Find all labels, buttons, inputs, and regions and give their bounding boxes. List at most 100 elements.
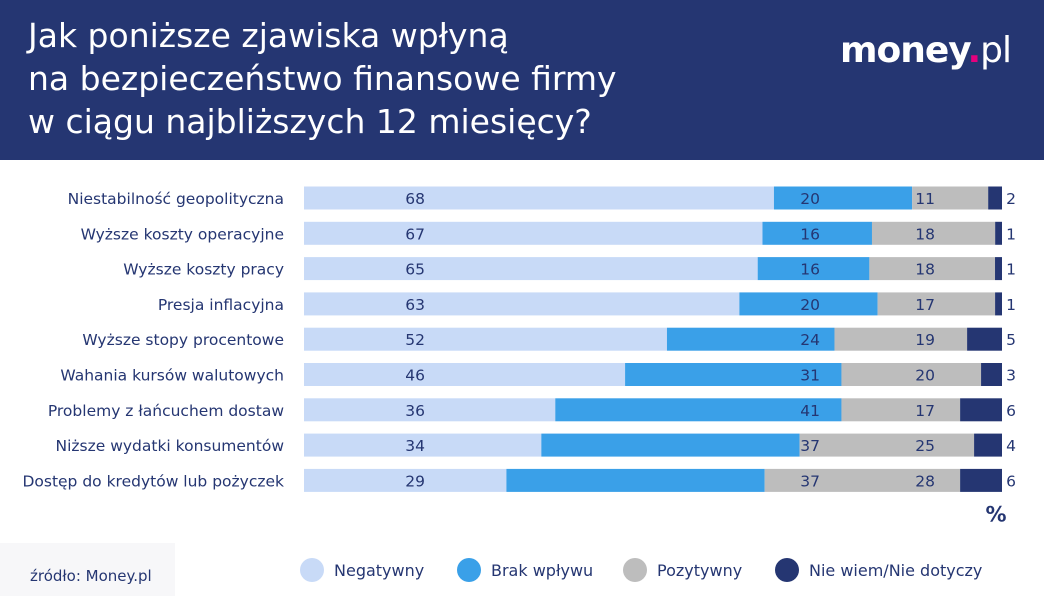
legend-swatch-brak-wplywu xyxy=(457,558,481,582)
legend-swatch-negatywny xyxy=(300,558,324,582)
category-label: Wyższe koszty operacyjne xyxy=(81,225,284,243)
data-label-pozytywny: 20 xyxy=(915,367,935,385)
bar-segment-brak-wplywu xyxy=(506,468,765,492)
bar-segment-negatywny xyxy=(304,363,626,386)
data-label-pozytywny: 25 xyxy=(915,437,935,455)
data-label-pozytywny: 19 xyxy=(915,331,935,349)
bar-segment-nie-wiem xyxy=(981,363,1002,386)
header-banner: Jak poniższe zjawiska wpłyną na bezpiecz… xyxy=(0,0,1044,160)
bar-segment-pozytywny xyxy=(799,433,975,457)
data-label-brak-wplywu: 31 xyxy=(800,367,820,385)
data-label-nie-wiem: 5 xyxy=(1006,331,1016,349)
source-label: źródło: Money.pl xyxy=(30,567,152,585)
bar-segment-brak-wplywu xyxy=(773,186,913,210)
legend-item-nie-wiem: Nie wiem/Nie dotyczy xyxy=(775,557,982,583)
bar-segment-nie-wiem xyxy=(967,327,1002,351)
bar-segment-pozytywny xyxy=(869,257,996,281)
money-pl-logo: money.pl xyxy=(840,30,1012,71)
data-label-nie-wiem: 3 xyxy=(1006,367,1016,385)
legend-label-negatywny: Negatywny xyxy=(334,560,425,580)
data-label-brak-wplywu: 24 xyxy=(800,331,820,349)
data-label-nie-wiem: 4 xyxy=(1006,437,1016,455)
bar-segment-negatywny xyxy=(304,327,667,351)
bar-segment-brak-wplywu xyxy=(541,433,800,457)
bar-segment-pozytywny xyxy=(841,398,961,422)
legend-label-pozytywny: Pozytywny xyxy=(657,560,743,580)
legend-label-nie-wiem: Nie wiem/Nie dotyczy xyxy=(809,560,983,580)
data-label-brak-wplywu: 20 xyxy=(800,296,820,314)
bar-segment-pozytywny xyxy=(877,292,996,316)
data-label-nie-wiem: 6 xyxy=(1006,402,1016,420)
data-label-pozytywny: 17 xyxy=(915,296,935,314)
bar-segment-negatywny xyxy=(304,292,740,316)
category-label: Niestabilność geopolityczna xyxy=(68,190,284,208)
data-label-negatywny: 34 xyxy=(405,437,425,455)
data-label-negatywny: 52 xyxy=(405,331,425,349)
category-label: Wyższe koszty pracy xyxy=(123,261,284,279)
category-label: Problemy z łańcuchem dostaw xyxy=(48,402,284,420)
unit-label: % xyxy=(985,502,1006,526)
category-label: Dostęp do kredytów lub pożyczek xyxy=(22,472,284,490)
data-label-nie-wiem: 2 xyxy=(1006,190,1016,208)
bar-segment-negatywny xyxy=(304,433,542,457)
logo-tld: pl xyxy=(980,30,1012,71)
data-label-brak-wplywu: 41 xyxy=(800,402,820,420)
data-label-nie-wiem: 1 xyxy=(1006,296,1016,314)
bar-segment-pozytywny xyxy=(871,221,996,245)
bar-segment-negatywny xyxy=(304,186,774,210)
bar-segment-pozytywny xyxy=(841,363,982,386)
legend-swatch-nie-wiem xyxy=(775,558,799,582)
bar-segment-brak-wplywu xyxy=(757,257,870,281)
bar-segment-negatywny xyxy=(304,221,763,245)
data-label-pozytywny: 18 xyxy=(915,261,935,279)
data-label-pozytywny: 28 xyxy=(915,472,935,490)
bar-segment-brak-wplywu xyxy=(555,398,842,422)
bar-segment-pozytywny xyxy=(834,327,968,351)
data-label-negatywny: 29 xyxy=(405,472,425,490)
stacked-bar-chart: Niestabilność geopolityczna 68 20 11 2Wyższe… xyxy=(22,186,1016,526)
data-label-nie-wiem: 6 xyxy=(1006,472,1016,490)
source-box: źródło: Money.pl xyxy=(0,543,175,596)
bar-segment-nie-wiem xyxy=(995,292,1002,316)
bar-segment-nie-wiem xyxy=(960,468,1002,492)
data-label-brak-wplywu: 37 xyxy=(800,437,820,455)
bar-segment-negatywny xyxy=(304,257,758,281)
legend-item-negatywny: Negatywny xyxy=(300,557,424,583)
bar-segment-pozytywny xyxy=(912,186,989,210)
data-label-negatywny: 63 xyxy=(405,296,425,314)
data-label-negatywny: 68 xyxy=(405,190,425,208)
legend-item-pozytywny: Pozytywny xyxy=(623,557,742,583)
data-label-negatywny: 65 xyxy=(405,261,425,279)
category-label: Wyższe stopy procentowe xyxy=(82,331,284,349)
logo-name: money xyxy=(840,30,968,71)
bar-segment-brak-wplywu xyxy=(762,221,872,245)
bar-segment-negatywny xyxy=(304,468,507,492)
bar-segment-brak-wplywu xyxy=(625,363,842,386)
category-label: Wahania kursów walutowych xyxy=(60,367,284,385)
category-label: Niższe wydatki konsumentów xyxy=(55,437,284,455)
bar-segment-nie-wiem xyxy=(960,398,1002,422)
legend-label-brak-wplywu: Brak wpływu xyxy=(491,560,594,580)
data-label-brak-wplywu: 16 xyxy=(800,261,820,279)
category-label: Presja inflacyjna xyxy=(158,296,284,314)
bar-segment-pozytywny xyxy=(764,468,961,492)
chart-title: Jak poniższe zjawiska wpłyną na bezpiecz… xyxy=(28,16,617,141)
legend-swatch-pozytywny xyxy=(623,558,647,582)
data-label-brak-wplywu: 37 xyxy=(800,472,820,490)
data-label-negatywny: 46 xyxy=(405,367,425,385)
logo-dot: . xyxy=(967,30,981,71)
bar-segment-brak-wplywu xyxy=(666,327,835,351)
bar-segment-nie-wiem xyxy=(988,186,1002,210)
data-label-nie-wiem: 1 xyxy=(1006,261,1016,279)
data-label-pozytywny: 18 xyxy=(915,225,935,243)
data-label-brak-wplywu: 20 xyxy=(800,190,820,208)
data-label-nie-wiem: 1 xyxy=(1006,225,1016,243)
bar-segment-brak-wplywu xyxy=(739,292,878,316)
bar-segment-nie-wiem xyxy=(974,433,1002,457)
bar-segment-negatywny xyxy=(304,398,556,422)
legend-item-brak-wplywu: Brak wpływu xyxy=(457,557,593,583)
bar-segment-nie-wiem xyxy=(995,257,1002,281)
data-label-pozytywny: 11 xyxy=(915,190,935,208)
data-label-negatywny: 36 xyxy=(405,402,425,420)
bar-segment-nie-wiem xyxy=(995,221,1002,245)
